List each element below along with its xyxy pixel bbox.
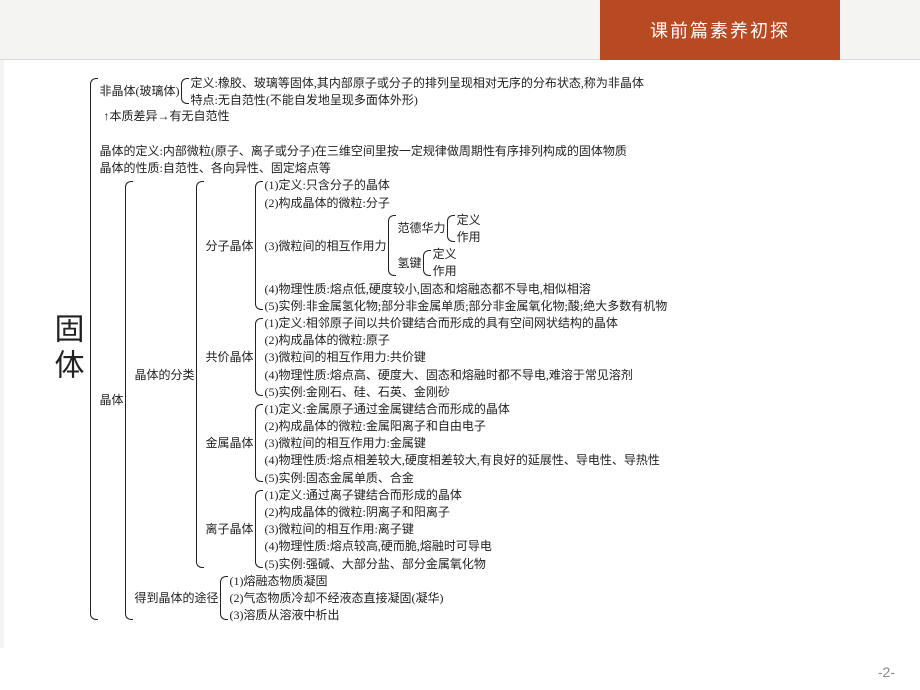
jingti-prop: 晶体的性质:自范性、各向异性、固定熔点等 [100, 160, 668, 177]
classify-node: 晶体的分类 分子晶体 (1)定义:只含分子的晶体 (2)构成晶体的微粒:分子 [135, 177, 668, 572]
left-border [0, 60, 4, 648]
feijingti-feat: 特点:无自范性(不能自发地呈现多面体外形) [191, 91, 644, 108]
ion-i4: (4)物理性质:熔点较高,硬而脆,熔融时可导电 [265, 538, 492, 555]
root-label: 固体 [45, 74, 90, 624]
title-text: 课前篇素养初探 [650, 17, 790, 43]
tree-diagram: 固体 非晶体(玻璃体) 定义:橡胶、玻璃等固体,其内部原子或分子的排列呈现相对无… [45, 74, 915, 624]
page-number: -2- [878, 664, 895, 680]
vdw-node: 范德华力 定义 作用 [398, 211, 481, 245]
feijingti-brace [181, 74, 189, 108]
obtain-node: 得到晶体的途径 (1)熔融态物质凝固 (2)气态物质冷却不经液态直接凝固(凝华)… [135, 572, 668, 624]
ionic-node: 离子晶体 (1)定义:通过离子键结合而形成的晶体 (2)构成晶体的微粒:阴离子和… [206, 486, 668, 572]
feijingti-def: 定义:橡胶、玻璃等固体,其内部原子或分子的排列呈现相对无序的分布状态,称为非晶体 [191, 74, 644, 91]
jingti-label: 晶体 [100, 177, 125, 624]
cov-i1: (1)定义:相邻原子间以共价键结合而形成的具有空间网状结构的晶体 [265, 314, 633, 331]
obt-i1: (1)熔融态物质凝固 [230, 572, 444, 589]
cov-i5: (5)实例:金刚石、硅、石英、金刚砂 [265, 383, 633, 400]
met-i5: (5)实例:固态金属单质、合金 [265, 469, 660, 486]
cov-i3: (3)微粒间的相互作用力:共价键 [265, 349, 633, 366]
jingti-brace [125, 177, 133, 624]
root-brace [90, 74, 98, 624]
met-i2: (2)构成晶体的微粒:金属阳离子和自由电子 [265, 418, 660, 435]
feijingti-node: 非晶体(玻璃体) 定义:橡胶、玻璃等固体,其内部原子或分子的排列呈现相对无序的分… [100, 74, 668, 108]
covalent-node: 共价晶体 (1)定义:相邻原子间以共价键结合而形成的具有空间网状结构的晶体 (2… [206, 314, 668, 400]
hb-label: 氢键 [398, 246, 423, 280]
ion-i1: (1)定义:通过离子键结合而形成的晶体 [265, 486, 492, 503]
jingti-def: 晶体的定义:内部微粒(原子、离子或分子)在三维空间里按一定规律做周期性有序排列构… [100, 143, 668, 160]
molecular-brace [255, 177, 263, 315]
metal-node: 金属晶体 (1)定义:金属原子通过金属键结合而形成的晶体 (2)构成晶体的微粒:… [206, 400, 668, 486]
ion-i5: (5)实例:强碱、大部分盐、部分金属氧化物 [265, 555, 492, 572]
covalent-label: 共价晶体 [206, 314, 255, 400]
obt-i2: (2)气态物质冷却不经液态直接凝固(凝华) [230, 589, 444, 606]
jingti-block: 晶体的定义:内部微粒(原子、离子或分子)在三维空间里按一定规律做周期性有序排列构… [100, 143, 668, 624]
molecular-node: 分子晶体 (1)定义:只含分子的晶体 (2)构成晶体的微粒:分子 (3)微粒间的… [206, 177, 668, 315]
hb-def: 定义 [433, 246, 457, 263]
title-tab: 课前篇素养初探 [600, 0, 840, 60]
vdw-eff: 作用 [457, 229, 481, 246]
ionic-label: 离子晶体 [206, 486, 255, 572]
mol-i4: (4)物理性质:熔点低,硬度较小,固态和熔融态都不导电,相似相溶 [265, 280, 668, 297]
obtain-label: 得到晶体的途径 [135, 572, 220, 624]
hb-node: 氢键 定义 作用 [398, 246, 481, 280]
obt-i3: (3)溶质从溶液中析出 [230, 607, 444, 624]
mol-i3-label: (3)微粒间的相互作用力 [265, 211, 388, 280]
difference-arrow: ↑本质差异→有无自范性 [100, 108, 668, 124]
met-i1: (1)定义:金属原子通过金属键结合而形成的晶体 [265, 400, 660, 417]
met-i4: (4)物理性质:熔点相差较大,硬度相差较大,有良好的延展性、导电性、导热性 [265, 452, 660, 469]
mol-i1: (1)定义:只含分子的晶体 [265, 177, 668, 194]
vdw-label: 范德华力 [398, 211, 447, 245]
feijingti-label: 非晶体(玻璃体) [100, 74, 181, 108]
mol-i5: (5)实例:非金属氢化物;部分非金属单质;部分非金属氧化物;酸;绝大多数有机物 [265, 297, 668, 314]
classify-brace [196, 177, 204, 572]
mol-i2: (2)构成晶体的微粒:分子 [265, 194, 668, 211]
classify-label: 晶体的分类 [135, 177, 196, 572]
mol-i3-node: (3)微粒间的相互作用力 范德华力 定义 [265, 211, 668, 280]
molecular-label: 分子晶体 [206, 177, 255, 315]
cov-i4: (4)物理性质:熔点高、硬度大、固态和熔融时都不导电,难溶于常见溶剂 [265, 366, 633, 383]
ion-i3: (3)微粒间的相互作用:离子键 [265, 521, 492, 538]
met-i3: (3)微粒间的相互作用力:金属键 [265, 435, 660, 452]
ion-i2: (2)构成晶体的微粒:阴离子和阳离子 [265, 504, 492, 521]
hb-eff: 作用 [433, 263, 457, 280]
vdw-def: 定义 [457, 211, 481, 228]
cov-i2: (2)构成晶体的微粒:原子 [265, 332, 633, 349]
metal-label: 金属晶体 [206, 400, 255, 486]
